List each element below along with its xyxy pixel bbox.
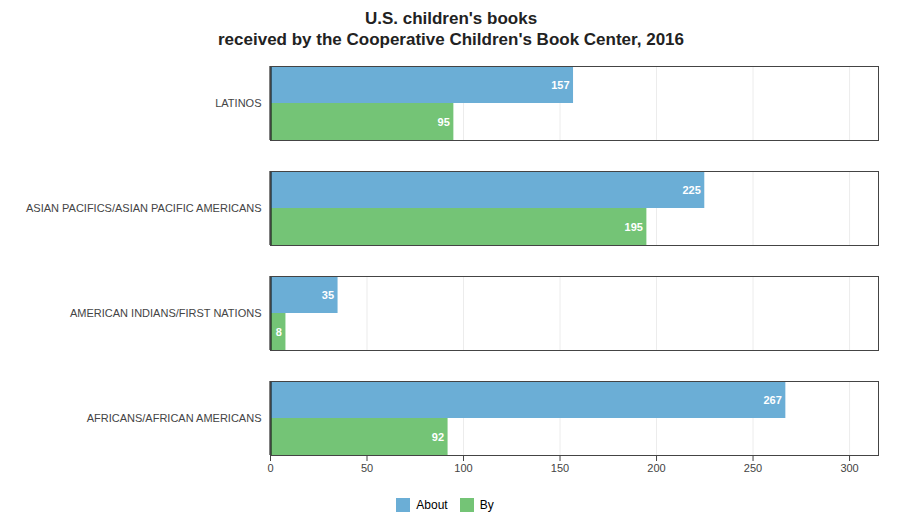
svg-text:AMERICAN INDIANS/FIRST NATIONS: AMERICAN INDIANS/FIRST NATIONS [70, 307, 262, 319]
svg-text:267: 267 [763, 393, 781, 405]
svg-text:195: 195 [625, 220, 643, 232]
svg-text:LATINOS: LATINOS [215, 97, 261, 109]
svg-text:8: 8 [276, 325, 282, 337]
html-text:About: About [416, 498, 448, 512]
svg-text:150: 150 [551, 462, 569, 474]
svg-text:157: 157 [551, 78, 569, 90]
html-text:U.S. children's books received: U.S. children's books received by the Co… [218, 9, 684, 50]
svg-text:AFRICANS/AFRICAN AMERICANS: AFRICANS/AFRICAN AMERICANS [87, 412, 262, 424]
svg-text:0: 0 [267, 462, 273, 474]
html-text:By: By [479, 498, 494, 512]
svg-text:250: 250 [744, 462, 762, 474]
svg-text:95: 95 [438, 115, 450, 127]
svg-text:225: 225 [682, 183, 700, 195]
svg-text:ASIAN PACIFICS/ASIAN PACIFIC A: ASIAN PACIFICS/ASIAN PACIFIC AMERICANS [26, 202, 262, 214]
svg-text:100: 100 [454, 462, 472, 474]
svg-text:300: 300 [840, 462, 858, 474]
svg-text:92: 92 [432, 430, 444, 442]
svg-text:200: 200 [647, 462, 665, 474]
svg-text:50: 50 [361, 462, 373, 474]
svg-text:35: 35 [322, 288, 334, 300]
